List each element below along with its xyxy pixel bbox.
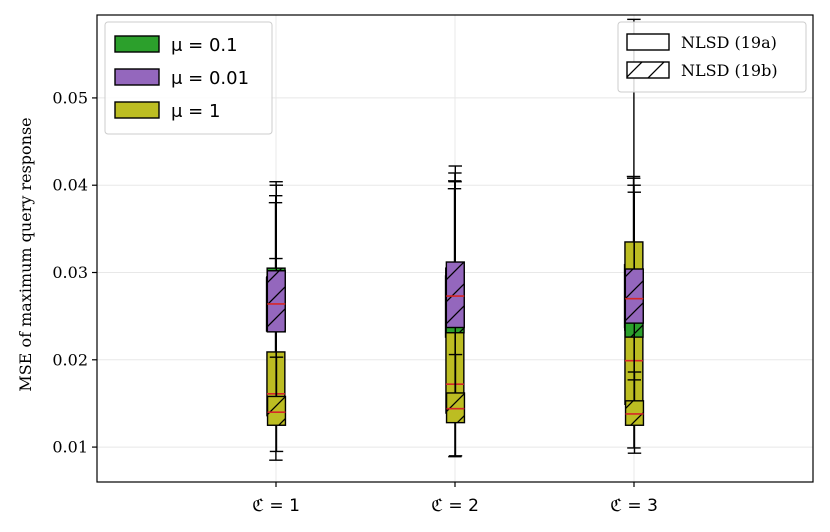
y-axis-label: MSE of maximum query response (16, 117, 35, 391)
x-tick-label: ℭ = 3 (610, 496, 658, 516)
legend-method: NLSD (19a) NLSD (19b) (617, 21, 807, 93)
legend-swatch (114, 35, 160, 53)
legend-label: μ = 0.1 (171, 35, 238, 56)
y-tick-label: 0.04 (52, 176, 88, 195)
legend-label: μ = 1 (171, 101, 220, 122)
legend-label: NLSD (19b) (681, 61, 778, 80)
box-hatch (446, 262, 465, 328)
box-mu_1-19b-group3 (624, 371, 645, 454)
box-hatch (267, 270, 286, 332)
y-tick-label: 0.03 (52, 263, 88, 282)
box-hatch (267, 396, 286, 426)
legend-swatch (114, 68, 160, 86)
x-axis-ticks: ℭ = 1 ℭ = 2 ℭ = 3 (252, 482, 658, 516)
box-mu_1-19b-group2 (445, 353, 466, 457)
y-axis-ticks: 0.01 0.02 0.03 0.04 0.05 (52, 88, 97, 457)
box-hatch (446, 392, 465, 423)
x-tick-label: ℭ = 2 (431, 496, 479, 516)
box-series (265, 18, 645, 461)
y-tick-label: 0.01 (52, 438, 88, 457)
legend-swatch-hatch (627, 62, 669, 78)
legend-label: NLSD (19a) (681, 33, 777, 52)
box-mu_1-19b-group1 (266, 356, 287, 453)
box-hatch (625, 400, 644, 426)
legend-swatch (114, 101, 160, 119)
x-tick-label: ℭ = 1 (252, 496, 300, 516)
box-hatch (625, 269, 644, 324)
y-tick-label: 0.02 (52, 350, 88, 369)
legend-mu: μ = 0.1 μ = 0.01 μ = 1 (104, 21, 273, 135)
legend-swatch (626, 33, 670, 51)
box-mu_0_01-19b-group3 (624, 191, 644, 381)
box-mu_0_01-19b-group2 (445, 165, 465, 401)
legend-label: μ = 0.01 (171, 68, 249, 89)
y-tick-label: 0.05 (52, 88, 88, 107)
